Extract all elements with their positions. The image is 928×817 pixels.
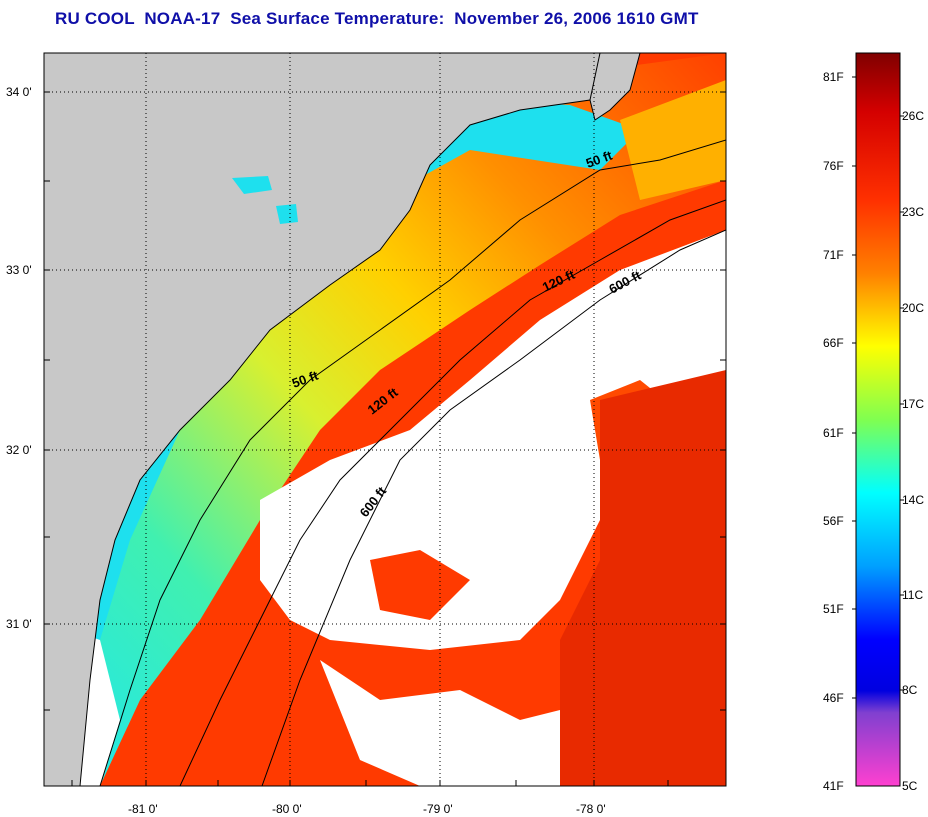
lon-label: -79 0': [423, 802, 453, 816]
colorbar-label-f: 51F: [823, 602, 844, 616]
lon-label: -78 0': [576, 802, 606, 816]
colorbar-gradient: [855, 52, 901, 787]
warm-patch-southeast: [560, 370, 726, 786]
colorbar-label-f: 81F: [823, 70, 844, 84]
contour-50ft: [99, 139, 726, 786]
contour-120ft: [179, 199, 726, 786]
lon-label: -81 0': [128, 802, 158, 816]
axis-ticks: [44, 91, 726, 786]
map-title: RU COOL NOAA-17 Sea Surface Temperature:…: [55, 9, 699, 28]
colorbar-label-f: 46F: [823, 691, 844, 705]
sea-surface-temperature-map: 50 ft 120 ft 600 ft 50 ft 120 ft 600 ft: [43, 52, 727, 787]
graticule: [44, 53, 726, 786]
colorbar-label-f: 56F: [823, 514, 844, 528]
colorbar-label-c: 26C: [902, 109, 925, 123]
inland-lake: [276, 204, 298, 224]
warm-patch-center: [370, 550, 470, 620]
barrier-island: [589, 53, 641, 121]
lon-label: -80 0': [272, 802, 302, 816]
inland-lake: [232, 176, 272, 194]
lat-label: 34 0': [6, 85, 32, 99]
lat-label: 31 0': [6, 617, 32, 631]
colorbar-label-f: 66F: [823, 336, 844, 350]
colorbar-label-c: 5C: [902, 779, 918, 793]
contour-600ft: [261, 229, 726, 786]
cloud-mask-central: [260, 230, 726, 650]
colorbar-label-f: 41F: [823, 779, 844, 793]
land-mass: [44, 53, 601, 786]
colorbar-label-c: 23C: [902, 205, 925, 219]
colorbar-label-c: 8C: [902, 683, 918, 697]
northern-warm-water: [620, 80, 726, 200]
continental-shelf-water: [44, 53, 726, 786]
colorbar-label-c: 17C: [902, 397, 925, 411]
lat-label: 33 0': [6, 263, 32, 277]
colorbar-label-f: 61F: [823, 426, 844, 440]
lat-label: 32 0': [6, 443, 32, 457]
colorbar-label-c: 14C: [902, 493, 925, 507]
colorbar-label-c: 20C: [902, 301, 925, 315]
map-frame: [43, 52, 727, 787]
colorbar-label-f: 76F: [823, 159, 844, 173]
colorbar-label-f: 71F: [823, 248, 844, 262]
colorbar-label-c: 11C: [902, 588, 924, 602]
